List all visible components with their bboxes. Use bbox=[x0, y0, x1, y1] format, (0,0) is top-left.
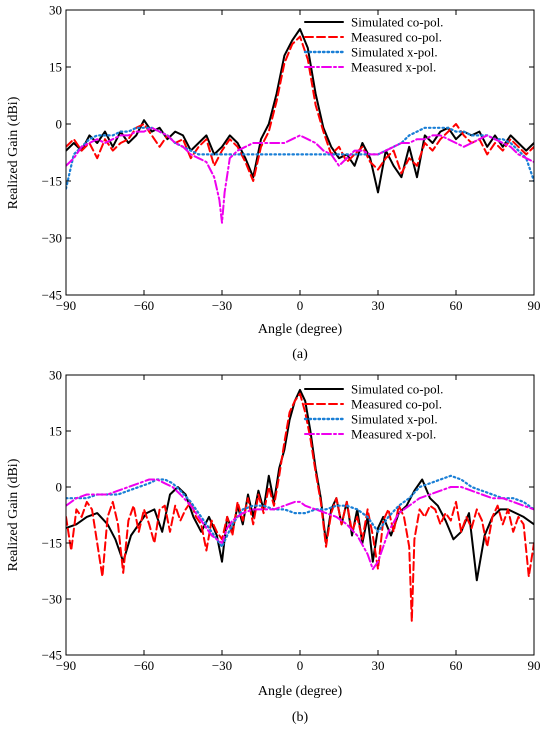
panel-b-ylabel: Realized Gain (dBi) bbox=[6, 458, 21, 571]
panel-a-xtick-label: 60 bbox=[450, 298, 463, 313]
panel-b-ytick-label: −15 bbox=[42, 536, 62, 551]
panel-a-ytick-label: −30 bbox=[42, 231, 62, 246]
panel-b-xtick-label: −30 bbox=[212, 658, 232, 673]
panel-a-xtick-label: −30 bbox=[212, 298, 232, 313]
panel-a-caption: (a) bbox=[292, 347, 308, 362]
panel-a: −90 −60 −30 0 30 60 90 30 15 0 −15 −30 −45 Angle (de… bbox=[6, 3, 541, 363]
panel-b-series-line-4 bbox=[66, 478, 534, 571]
panel-a-axes-frame bbox=[65, 9, 535, 296]
panel-b-series-line-2 bbox=[66, 392, 534, 623]
panel-a-ylabel: Realized Gain (dBi) bbox=[6, 96, 21, 209]
panel-b-xtick-label: 0 bbox=[297, 658, 304, 673]
panel-b-ytick-label: 15 bbox=[49, 424, 62, 439]
panel-a-legend-label-4: Measured x-pol. bbox=[351, 60, 436, 75]
panel-b-ytick-label: −30 bbox=[42, 592, 62, 607]
panel-a-xtick-label: 0 bbox=[297, 298, 304, 313]
panel-b-ytick-label: 0 bbox=[56, 480, 63, 495]
panel-a-series-line-4 bbox=[66, 126, 534, 224]
panel-a-legend-label-1: Simulated co-pol. bbox=[351, 15, 443, 30]
panel-a-series-line-3 bbox=[66, 126, 534, 190]
panel-a-ytick-label: −15 bbox=[42, 174, 62, 189]
panel-a-legend: Simulated co-pol.Measured co-pol.Simulat… bbox=[303, 15, 443, 75]
panel-b-ticks: −90 −60 −30 0 30 60 90 30 15 0 −15 −30 −45 bbox=[42, 368, 541, 674]
panel-a-legend-label-3: Simulated x-pol. bbox=[351, 45, 438, 60]
panel-a-series-line-2 bbox=[66, 35, 534, 182]
panel-b-legend-label-4: Measured x-pol. bbox=[351, 427, 436, 442]
panel-a-ytick-label: 15 bbox=[49, 60, 62, 75]
panel-a-legend-label-2: Measured co-pol. bbox=[351, 30, 442, 45]
panel-a-xtick-label: 30 bbox=[372, 298, 385, 313]
panel-b-xtick-label: 90 bbox=[528, 658, 541, 673]
panel-b-xtick-label: 60 bbox=[450, 658, 463, 673]
panel-b-xtick-label: −60 bbox=[134, 658, 154, 673]
panel-b-series-line-3 bbox=[66, 474, 534, 548]
panel-a-xtick-label: −90 bbox=[56, 298, 76, 313]
panel-b-xtick-label: 30 bbox=[372, 658, 385, 673]
panel-b-ytick-label: 30 bbox=[49, 368, 62, 383]
panel-b-legend-label-3: Simulated x-pol. bbox=[351, 412, 438, 427]
panel-b-legend-label-1: Simulated co-pol. bbox=[351, 382, 443, 397]
panel-b-plot-lines bbox=[66, 388, 534, 623]
panel-a-ytick-label: −45 bbox=[42, 288, 62, 303]
panel-a-plot-lines bbox=[66, 28, 534, 224]
panel-b-xlabel: Angle (degree) bbox=[258, 684, 343, 699]
panel-a-ytick-label: 30 bbox=[49, 3, 62, 18]
panel-a-xtick-label: −60 bbox=[134, 298, 154, 313]
panel-b-caption: (b) bbox=[292, 710, 309, 725]
panel-a-ytick-label: 0 bbox=[56, 117, 63, 132]
panel-b-xtick-label: −90 bbox=[56, 658, 76, 673]
panel-a-ticks: −90 −60 −30 0 30 60 90 30 15 0 −15 −30 −45 bbox=[42, 3, 541, 314]
panel-a-xtick-label: 90 bbox=[528, 298, 541, 313]
panel-a-series-line-1 bbox=[66, 28, 534, 194]
panel-a-xlabel: Angle (degree) bbox=[258, 322, 343, 337]
panel-b-legend-label-2: Measured co-pol. bbox=[351, 397, 442, 412]
panel-b-legend: Simulated co-pol.Measured co-pol.Simulat… bbox=[303, 382, 443, 442]
panel-b-ytick-label: −45 bbox=[42, 648, 62, 663]
panel-b-series-line-1 bbox=[66, 388, 534, 582]
panel-b: −90 −60 −30 0 30 60 90 30 15 0 −15 −30 −45 Angle (de… bbox=[6, 368, 541, 726]
